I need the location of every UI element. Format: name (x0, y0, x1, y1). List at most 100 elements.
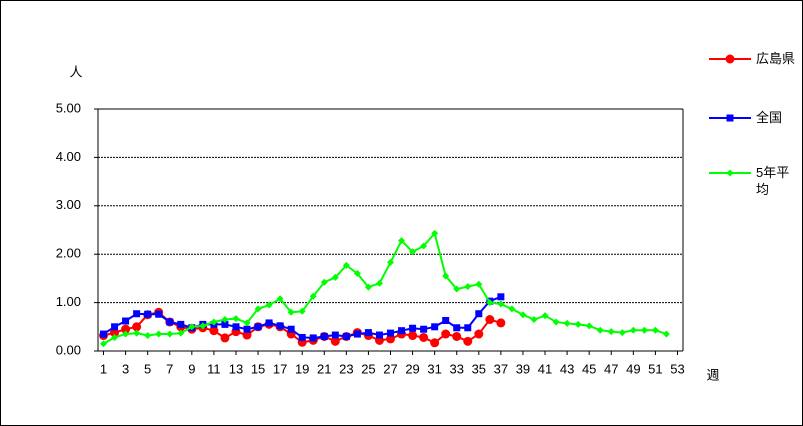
marker (726, 169, 734, 177)
marker (155, 330, 163, 338)
marker (276, 322, 284, 330)
marker (298, 307, 306, 315)
marker (330, 336, 340, 346)
x-tick-label: 5 (144, 361, 151, 376)
marker (420, 325, 428, 333)
marker (243, 319, 251, 327)
marker (144, 310, 152, 318)
marker (408, 331, 418, 341)
marker (574, 320, 582, 328)
marker (387, 329, 394, 337)
x-label: 週 (706, 367, 719, 382)
x-tick-label: 37 (494, 361, 508, 376)
marker (618, 329, 626, 337)
marker (133, 310, 141, 318)
marker (133, 329, 141, 337)
marker (364, 329, 372, 337)
marker (497, 293, 505, 301)
marker (276, 295, 284, 303)
marker (111, 323, 119, 331)
marker (177, 329, 185, 337)
marker (430, 338, 440, 348)
marker (353, 270, 361, 278)
marker (320, 332, 328, 340)
marker (398, 327, 406, 335)
x-tick-label: 21 (317, 361, 331, 376)
x-tick-label: 31 (427, 361, 441, 376)
marker (387, 258, 394, 266)
marker (331, 331, 339, 339)
marker (662, 330, 670, 338)
marker (210, 318, 218, 326)
marker (144, 332, 152, 340)
marker (419, 332, 429, 342)
marker (475, 280, 483, 288)
y-tick-label: 0.00 (56, 342, 81, 357)
x-tick-label: 35 (472, 361, 486, 376)
marker (100, 330, 108, 338)
marker (651, 326, 659, 334)
series-line (103, 231, 667, 345)
x-tick-label: 49 (626, 361, 640, 376)
marker (254, 323, 262, 331)
legend-label: 広島県 (756, 51, 796, 66)
marker (121, 324, 131, 334)
marker (111, 333, 119, 341)
marker (475, 310, 483, 318)
marker (132, 322, 142, 332)
marker (530, 316, 538, 324)
x-tick-label: 47 (604, 361, 618, 376)
marker (243, 325, 251, 333)
marker (431, 229, 439, 237)
marker (364, 283, 372, 291)
marker (100, 340, 108, 348)
x-tick-label: 27 (383, 361, 397, 376)
x-tick-label: 15 (251, 361, 265, 376)
x-tick-label: 1 (100, 361, 107, 376)
marker (342, 332, 350, 340)
marker (199, 322, 207, 330)
marker (110, 328, 120, 338)
marker (309, 334, 317, 342)
x-tick-label: 17 (273, 361, 287, 376)
marker (122, 330, 130, 338)
marker (287, 325, 295, 333)
x-tick-label: 53 (670, 361, 684, 376)
x-tick-label: 45 (582, 361, 596, 376)
x-tick-label: 23 (339, 361, 353, 376)
x-tick-label: 29 (405, 361, 419, 376)
marker (585, 322, 593, 330)
marker (640, 326, 648, 334)
marker (474, 329, 484, 339)
marker (122, 317, 130, 325)
y-tick-label: 5.00 (56, 100, 81, 115)
y-tick-label: 3.00 (56, 197, 81, 212)
x-tick-label: 39 (516, 361, 530, 376)
marker (629, 326, 637, 334)
marker (452, 331, 462, 341)
marker (441, 329, 451, 339)
marker (398, 237, 406, 245)
marker (331, 273, 339, 281)
marker (552, 318, 560, 326)
x-tick-label: 3 (122, 361, 129, 376)
x-tick-label: 25 (361, 361, 375, 376)
x-tick-label: 41 (538, 361, 552, 376)
marker (519, 311, 527, 319)
marker (464, 324, 472, 332)
marker (409, 324, 417, 332)
marker (541, 312, 549, 320)
marker (464, 283, 472, 291)
x-tick-label: 11 (207, 361, 221, 376)
marker (177, 320, 185, 328)
marker (442, 272, 450, 280)
marker (221, 320, 229, 328)
x-tick-label: 33 (449, 361, 463, 376)
y-tick-label: 4.00 (56, 149, 81, 164)
marker (607, 328, 615, 336)
marker (386, 334, 395, 344)
marker (188, 323, 196, 331)
marker (166, 318, 174, 326)
marker (486, 299, 494, 307)
